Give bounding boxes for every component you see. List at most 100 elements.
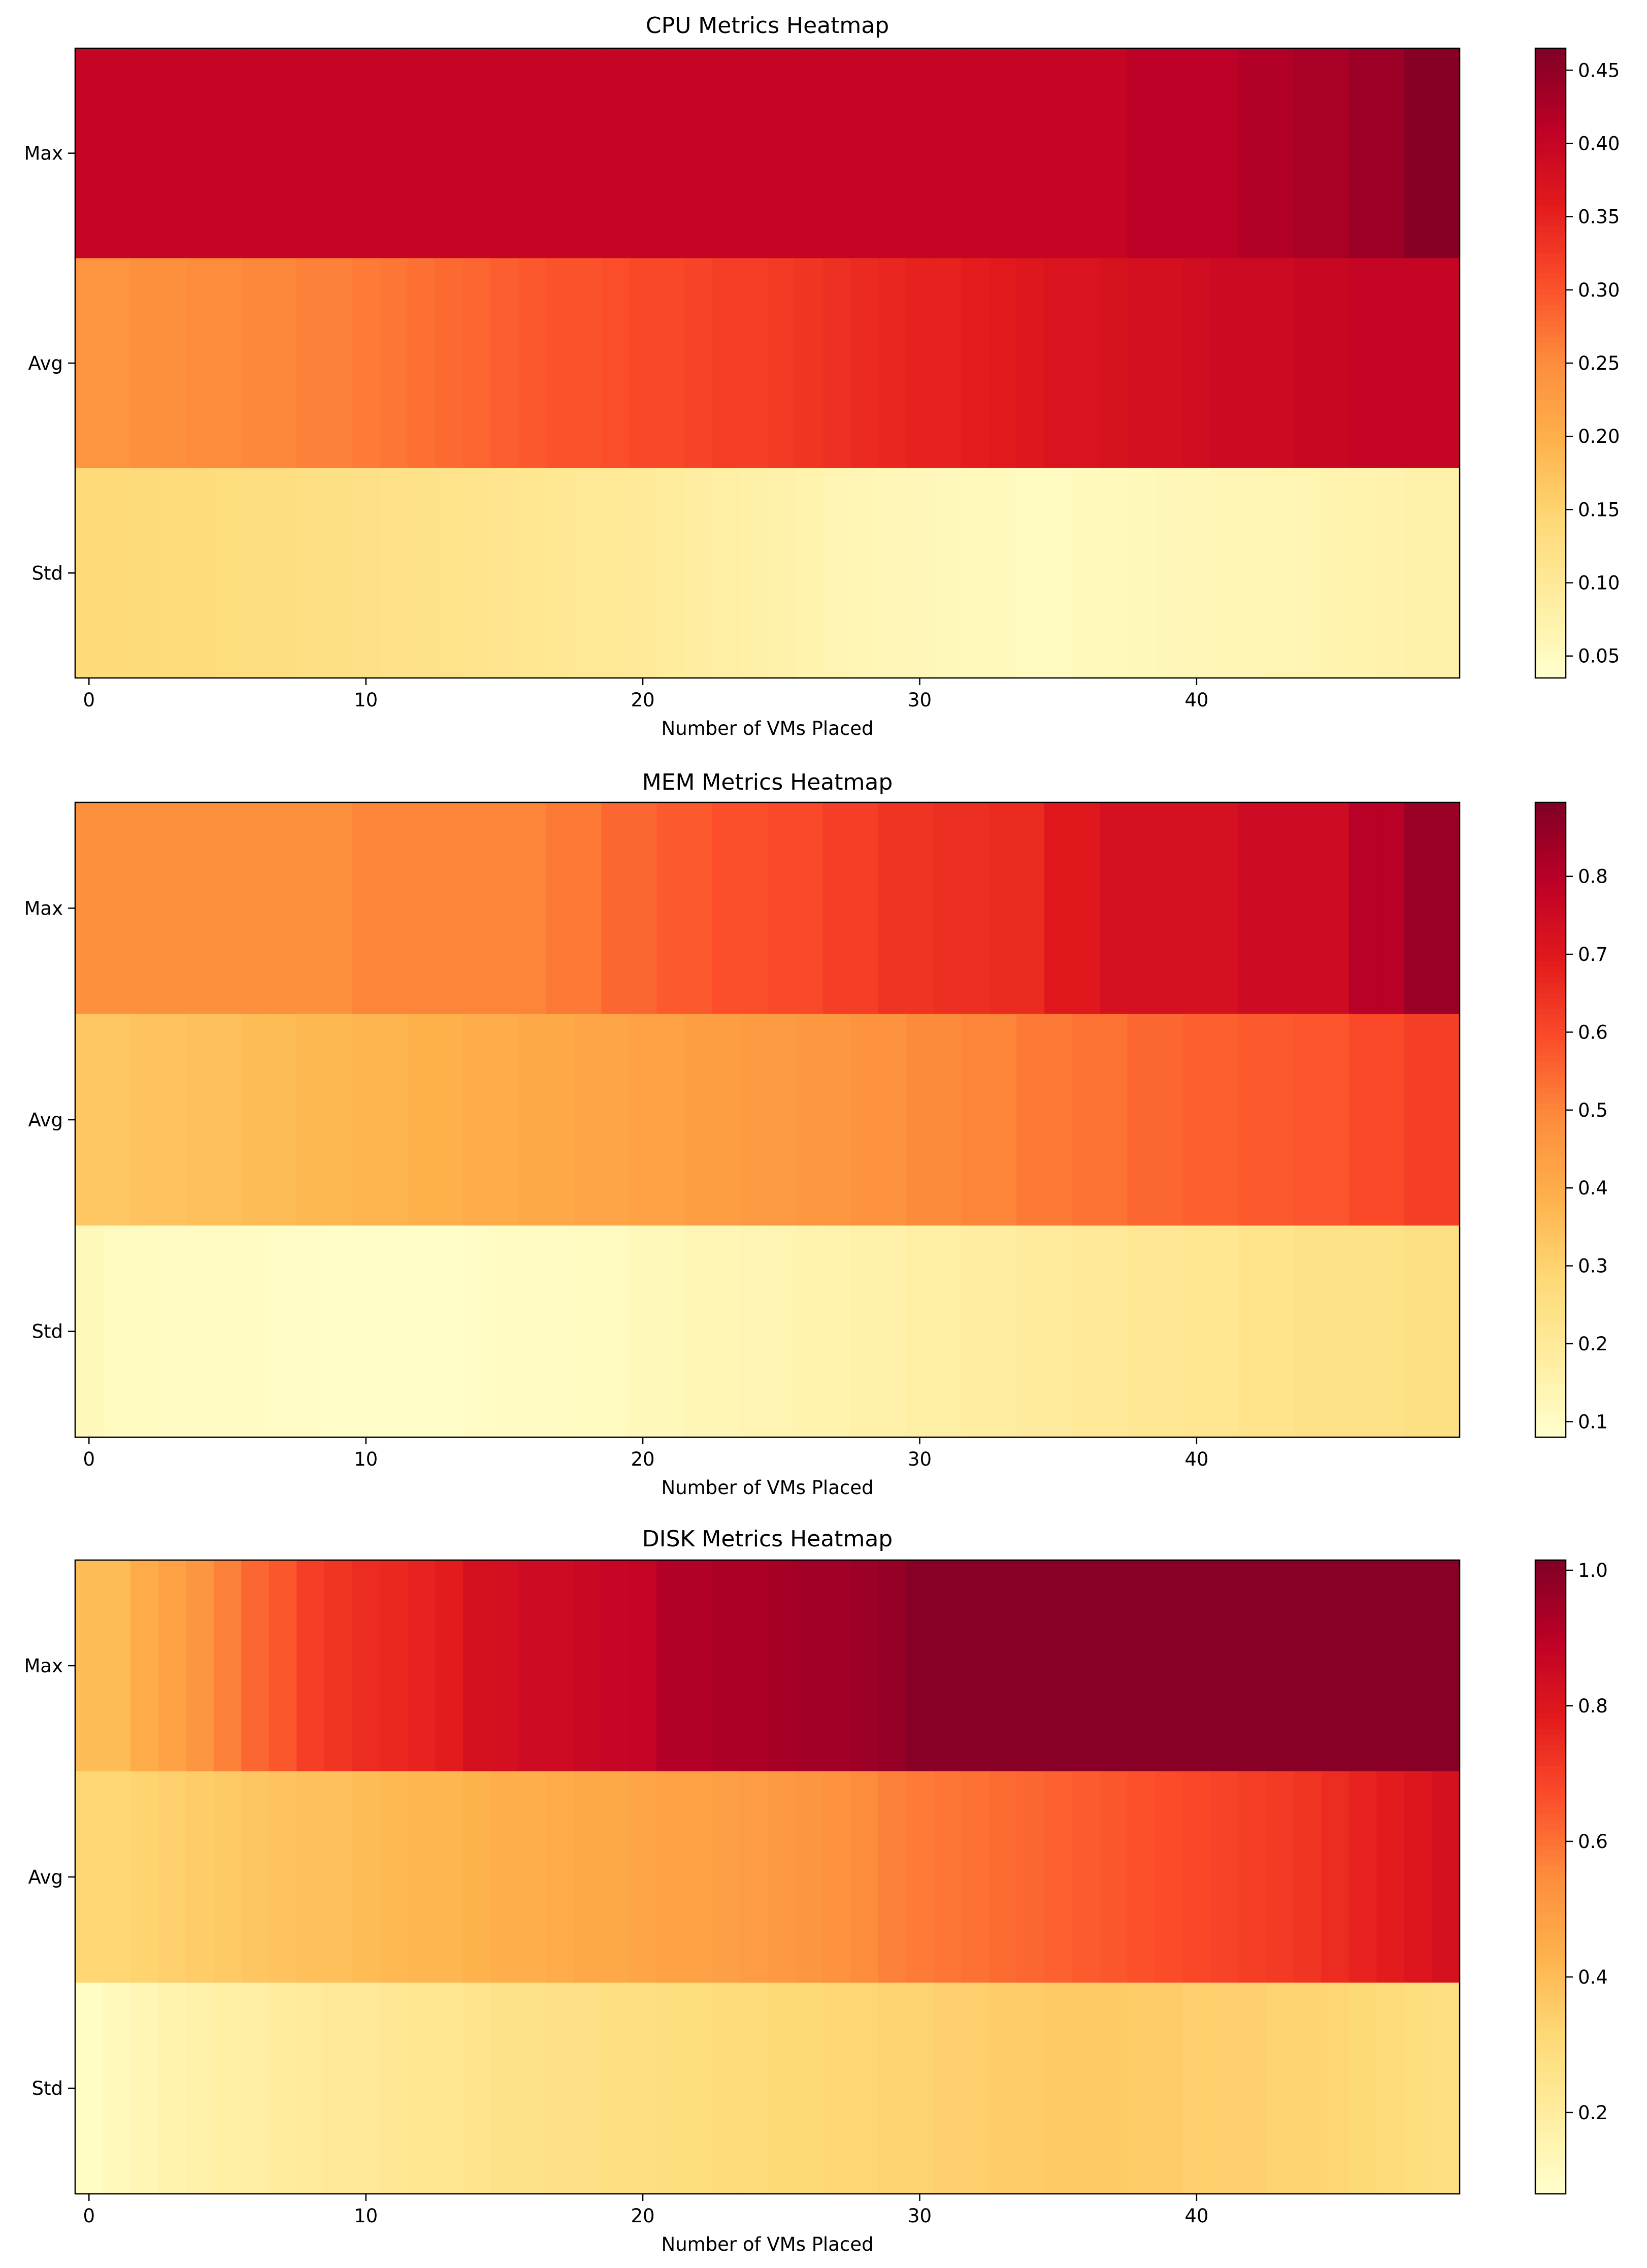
heatmap-cell bbox=[1155, 258, 1183, 469]
heatmap-cell bbox=[158, 468, 186, 678]
colorbar-segment bbox=[1535, 2135, 1566, 2142]
colorbar-segment bbox=[1535, 274, 1566, 280]
colorbar-segment bbox=[1535, 452, 1566, 458]
colorbar-segment bbox=[1535, 1766, 1566, 1772]
heatmap-cell bbox=[324, 1983, 353, 2194]
colorbar-segment bbox=[1535, 573, 1566, 579]
colorbar-segment bbox=[1535, 379, 1566, 385]
colorbar-frame bbox=[1534, 801, 1567, 1438]
heatmap-cell bbox=[352, 1560, 380, 1772]
heatmap-cell bbox=[1016, 1560, 1045, 1772]
x-axis-label: Number of VMs Placed bbox=[662, 2233, 874, 2255]
heatmap-cell bbox=[130, 802, 159, 1015]
heatmap-cell bbox=[767, 48, 796, 259]
heatmap-cell bbox=[601, 1560, 630, 1772]
colorbar-segment bbox=[1535, 2025, 1566, 2031]
colorbar-segment bbox=[1535, 1130, 1566, 1137]
colorbar-frame bbox=[1534, 1559, 1567, 2195]
colorbar-segment bbox=[1535, 672, 1566, 678]
colorbar-segment bbox=[1535, 352, 1566, 359]
heatmap-cell bbox=[463, 1560, 491, 1772]
colorbar-segment bbox=[1535, 1935, 1566, 1941]
heatmap-cell bbox=[656, 1225, 685, 1438]
colorbar-segment bbox=[1535, 337, 1566, 343]
heatmap-cell bbox=[103, 1014, 131, 1226]
colorbar-segment bbox=[1535, 1204, 1566, 1210]
colorbar: 0.05 0.10 0.15 0.20 0.25 0.30 0.35 0.40 0.45 bbox=[1534, 47, 1620, 679]
heatmap-cell bbox=[1293, 1983, 1322, 2194]
heatmap-cell bbox=[850, 1771, 879, 1983]
colorbar-segment bbox=[1535, 1576, 1566, 1582]
colorbar-segment bbox=[1535, 1225, 1566, 1232]
colorbar-segment bbox=[1535, 860, 1566, 866]
heatmap-cell bbox=[241, 802, 270, 1015]
colorbar-segment bbox=[1535, 1882, 1566, 1888]
heatmap-cell bbox=[1376, 258, 1405, 469]
heatmap-cell bbox=[906, 1225, 934, 1438]
colorbar-segment bbox=[1535, 966, 1566, 973]
colorbar-tick-label: 0.4 bbox=[1578, 1177, 1608, 1199]
colorbar-segment bbox=[1535, 993, 1566, 999]
colorbar-tick-label: 0.2 bbox=[1578, 2102, 1608, 2124]
heatmap-cell bbox=[1016, 1225, 1045, 1438]
heatmap-cell bbox=[1155, 802, 1183, 1015]
colorbar-segment bbox=[1535, 1871, 1566, 1877]
heatmap-cell bbox=[601, 1014, 630, 1226]
colorbar-segment bbox=[1535, 1729, 1566, 1735]
heatmap-cell bbox=[961, 1560, 990, 1772]
heatmap-cell bbox=[906, 1983, 934, 2194]
colorbar-segment bbox=[1535, 1268, 1566, 1274]
colorbar-segment bbox=[1535, 807, 1566, 814]
heatmap-cell bbox=[933, 1983, 962, 2194]
heatmap-cell bbox=[850, 468, 879, 678]
colorbar-segment bbox=[1535, 866, 1566, 872]
colorbar-segment bbox=[1535, 1724, 1566, 1730]
heatmap-cell bbox=[297, 1225, 325, 1438]
heatmap-cell bbox=[961, 802, 990, 1015]
heatmap-cell bbox=[767, 802, 796, 1015]
colorbar-segment bbox=[1535, 1384, 1566, 1390]
colorbar-segment bbox=[1535, 562, 1566, 568]
heatmap-cell bbox=[435, 258, 464, 469]
colorbar-segment bbox=[1535, 2072, 1566, 2078]
heatmap-cell bbox=[546, 1014, 574, 1226]
colorbar-segment bbox=[1535, 1586, 1566, 1593]
heatmap-cell bbox=[989, 802, 1017, 1015]
heatmap-cell bbox=[1321, 48, 1349, 259]
colorbar-segment bbox=[1535, 85, 1566, 91]
x-axis-label: Number of VMs Placed bbox=[662, 718, 874, 739]
heatmap-cell bbox=[629, 1771, 657, 1983]
colorbar-segment bbox=[1535, 69, 1566, 75]
colorbar-segment bbox=[1535, 1294, 1566, 1300]
heatmap-cell bbox=[1016, 468, 1045, 678]
heatmap-cell bbox=[1404, 48, 1433, 259]
colorbar-segment bbox=[1535, 1781, 1566, 1788]
colorbar-segment bbox=[1535, 1363, 1566, 1369]
heatmap-cell bbox=[186, 1771, 214, 1983]
heatmap-cell bbox=[961, 1771, 990, 1983]
heatmap-cell bbox=[961, 1014, 990, 1226]
heatmap-cell bbox=[1432, 258, 1460, 469]
heatmap-cell bbox=[241, 1771, 270, 1983]
colorbar-segment bbox=[1535, 436, 1566, 442]
colorbar-segment bbox=[1535, 2109, 1566, 2115]
x-tick-label: 20 bbox=[631, 1448, 655, 1470]
colorbar-segment bbox=[1535, 363, 1566, 369]
colorbar-segment bbox=[1535, 1671, 1566, 1677]
heatmap-cell bbox=[906, 802, 934, 1015]
heatmap-cell bbox=[324, 802, 353, 1015]
heatmap-cell bbox=[269, 1225, 298, 1438]
heatmap-cell bbox=[629, 1560, 657, 1772]
heatmap-cell bbox=[490, 1225, 519, 1438]
colorbar-segment bbox=[1535, 1061, 1566, 1067]
heatmap-cell bbox=[1210, 48, 1239, 259]
colorbar-segment bbox=[1535, 1136, 1566, 1142]
colorbar-segment bbox=[1535, 541, 1566, 547]
x-tick-label: 0 bbox=[83, 1448, 95, 1470]
colorbar-segment bbox=[1535, 111, 1566, 117]
heatmap-cell bbox=[407, 802, 436, 1015]
x-tick-label: 10 bbox=[354, 1448, 378, 1470]
heatmap-cell bbox=[878, 468, 906, 678]
heatmap-cell bbox=[1182, 1225, 1211, 1438]
heatmap-cell bbox=[297, 1771, 325, 1983]
